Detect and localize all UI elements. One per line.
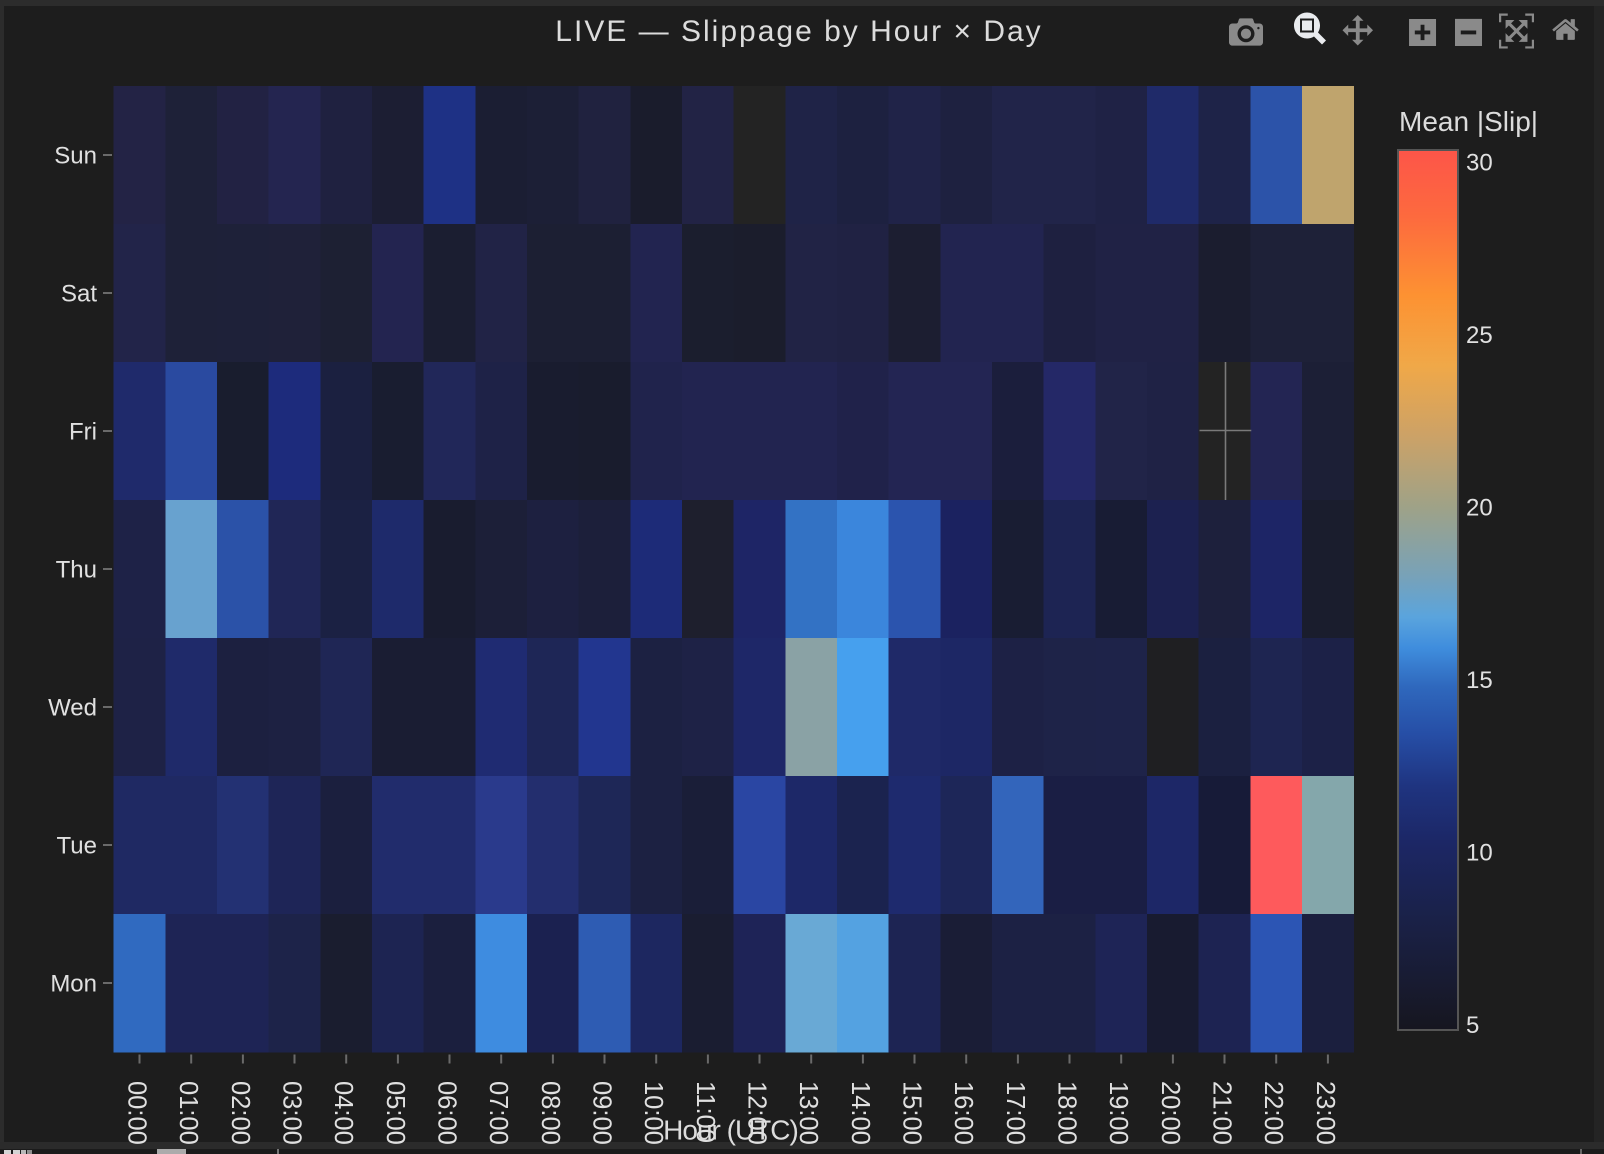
svg-text:04:00: 04:00: [329, 1081, 357, 1145]
svg-text:12:00: 12:00: [743, 1081, 771, 1145]
svg-text:Hour (UTC): Hour (UTC): [663, 1115, 798, 1146]
svg-text:20: 20: [1466, 495, 1493, 522]
svg-text:09:00: 09:00: [588, 1081, 616, 1145]
svg-text:19:00: 19:00: [1104, 1081, 1132, 1145]
svg-text:Tue: Tue: [57, 833, 97, 860]
svg-text:20:00: 20:00: [1156, 1081, 1184, 1145]
svg-text:18:00: 18:00: [1053, 1081, 1081, 1145]
svg-text:23:00: 23:00: [1311, 1081, 1339, 1145]
svg-text:10:00: 10:00: [639, 1081, 667, 1145]
svg-text:Thu: Thu: [56, 557, 97, 584]
svg-text:Sun: Sun: [54, 143, 97, 170]
svg-text:Mean |Slip|: Mean |Slip|: [1399, 106, 1538, 137]
svg-text:07:00: 07:00: [484, 1081, 512, 1145]
svg-text:17:00: 17:00: [1001, 1081, 1029, 1145]
svg-text:Sat: Sat: [61, 281, 97, 308]
svg-text:02:00: 02:00: [226, 1081, 254, 1145]
svg-text:Fri: Fri: [69, 419, 97, 446]
svg-text:05:00: 05:00: [381, 1081, 409, 1145]
svg-text:16:00: 16:00: [949, 1081, 977, 1145]
svg-text:15:00: 15:00: [898, 1081, 926, 1145]
svg-text:Wed: Wed: [48, 695, 97, 722]
svg-text:01:00: 01:00: [174, 1081, 202, 1145]
svg-text:00:00: 00:00: [123, 1081, 151, 1145]
svg-text:10: 10: [1466, 840, 1493, 867]
svg-text:5: 5: [1466, 1012, 1479, 1039]
svg-text:15: 15: [1466, 667, 1493, 694]
svg-text:11:00: 11:00: [691, 1081, 719, 1143]
svg-text:13:00: 13:00: [794, 1081, 822, 1145]
svg-text:25: 25: [1466, 322, 1493, 349]
svg-text:22:00: 22:00: [1259, 1081, 1287, 1145]
svg-text:08:00: 08:00: [536, 1081, 564, 1145]
svg-text:LIVE — Slippage by Hour × Day: LIVE — Slippage by Hour × Day: [555, 15, 1042, 48]
svg-text:14:00: 14:00: [846, 1081, 874, 1145]
svg-text:Mon: Mon: [50, 971, 97, 998]
svg-text:30: 30: [1466, 149, 1493, 176]
svg-text:21:00: 21:00: [1208, 1081, 1236, 1145]
svg-text:06:00: 06:00: [433, 1081, 461, 1145]
svg-text:03:00: 03:00: [278, 1081, 306, 1145]
